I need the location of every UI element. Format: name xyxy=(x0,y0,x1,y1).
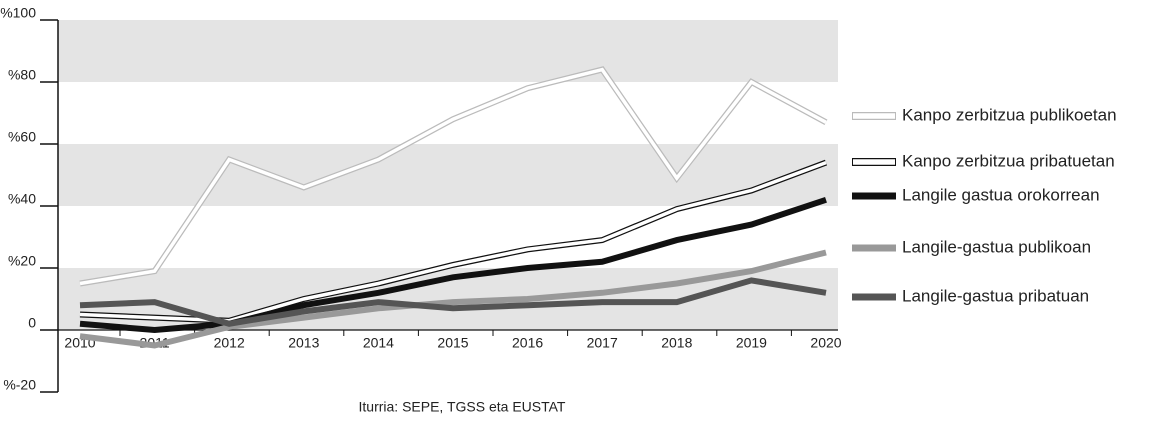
x-tick-label: 2018 xyxy=(661,335,692,351)
x-tick-label: 2017 xyxy=(587,335,618,351)
legend-label: Langile-gastua publikoan xyxy=(902,237,1091,256)
legend-label: Langile-gastua pribatuan xyxy=(902,286,1089,305)
x-tick-label: 2015 xyxy=(437,335,468,351)
x-tick-label: 2019 xyxy=(736,335,767,351)
y-tick-label: %100 xyxy=(0,5,36,21)
series-line xyxy=(79,249,827,349)
x-tick-label: 2016 xyxy=(512,335,543,351)
band xyxy=(58,20,838,82)
x-tick-label: 2014 xyxy=(363,335,394,351)
y-tick-label: %60 xyxy=(8,129,36,145)
y-tick-label: %-20 xyxy=(3,377,36,393)
y-tick-label: %40 xyxy=(8,191,36,207)
band xyxy=(58,144,838,206)
x-tick-label: 2012 xyxy=(214,335,245,351)
series-line xyxy=(79,196,827,334)
y-tick-label: %80 xyxy=(8,67,36,83)
y-tick-label: 0 xyxy=(28,315,36,331)
x-tick-label: 2013 xyxy=(288,335,319,351)
series-line xyxy=(79,67,827,286)
x-tick-label: 2020 xyxy=(810,335,841,351)
y-tick-label: %20 xyxy=(8,253,36,269)
legend-label: Langile gastua orokorrean xyxy=(902,185,1100,204)
legend-label: Kanpo zerbitzua publikoetan xyxy=(902,105,1117,124)
source-note: Iturria: SEPE, TGSS eta EUSTAT xyxy=(359,399,566,415)
series-line xyxy=(79,277,827,327)
legend-label: Kanpo zerbitzua pribatuetan xyxy=(902,151,1115,170)
